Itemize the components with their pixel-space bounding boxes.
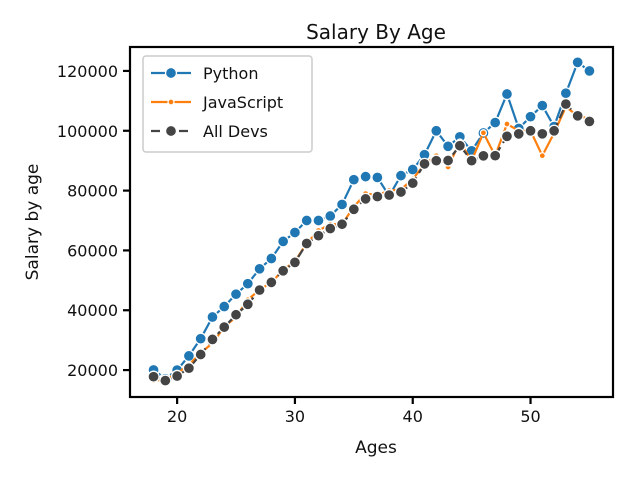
data-point-all-devs xyxy=(253,283,266,297)
x-tick-label: 50 xyxy=(520,407,540,426)
legend-label: JavaScript xyxy=(202,93,283,112)
data-point-all-devs xyxy=(418,157,431,171)
data-point-python xyxy=(276,235,290,248)
legend-marker xyxy=(167,98,175,106)
x-axis-label: Ages xyxy=(355,438,397,458)
data-point-all-devs xyxy=(571,109,584,122)
data-point-python xyxy=(335,198,349,211)
legend: Python JavaScript All Devs xyxy=(142,55,313,153)
data-point-all-devs xyxy=(182,362,196,375)
y-tick-label: 80000 xyxy=(67,182,118,201)
legend-entry: Python xyxy=(151,64,258,83)
y-tick-label: 100000 xyxy=(57,122,118,141)
chart-title: Salary By Age xyxy=(306,20,446,44)
data-point-python xyxy=(441,140,455,153)
data-point-javascript xyxy=(538,152,546,160)
data-point-all-devs xyxy=(383,188,396,202)
data-point-python xyxy=(324,209,337,223)
data-point-all-devs xyxy=(147,370,160,383)
data-point-all-devs xyxy=(347,203,360,216)
data-point-all-devs xyxy=(524,124,537,137)
data-point-python xyxy=(524,110,537,123)
data-point-python xyxy=(371,171,384,184)
data-point-all-devs xyxy=(324,222,337,235)
data-point-all-devs xyxy=(371,190,384,203)
data-point-all-devs xyxy=(465,154,478,167)
legend-box xyxy=(142,55,313,153)
legend-marker xyxy=(164,124,178,138)
data-point-python xyxy=(500,87,514,101)
y-tick-label: 120000 xyxy=(57,62,118,81)
legend-entry: All Devs xyxy=(151,122,268,141)
data-point-all-devs xyxy=(288,256,302,269)
data-point-all-devs xyxy=(536,127,549,140)
data-point-all-devs xyxy=(559,97,573,111)
data-point-all-devs xyxy=(229,308,243,321)
series-all-devs xyxy=(147,97,596,387)
y-tick-label: 20000 xyxy=(67,361,118,380)
data-point-python xyxy=(406,163,419,176)
data-point-python xyxy=(218,300,231,313)
ticks-layer: 20 30 40 50 20000 40000 60000 80000 100000 120000 xyxy=(57,62,541,426)
x-tick-label: 30 xyxy=(285,407,305,426)
data-point-all-devs xyxy=(477,149,490,162)
y-axis-label: Salary by age xyxy=(23,164,43,281)
data-point-all-devs xyxy=(312,229,325,242)
data-point-all-devs xyxy=(453,139,467,152)
data-point-python xyxy=(536,99,549,112)
x-tick-label: 40 xyxy=(403,407,423,426)
data-point-python xyxy=(559,87,573,100)
legend-entry: JavaScript xyxy=(151,93,283,112)
data-point-all-devs xyxy=(276,264,290,277)
x-tick-label: 20 xyxy=(167,407,187,426)
data-point-all-devs xyxy=(512,127,525,141)
data-point-all-devs xyxy=(300,237,313,250)
data-point-python xyxy=(253,262,266,275)
data-point-all-devs xyxy=(489,149,502,162)
data-point-python xyxy=(300,214,313,227)
data-point-python xyxy=(312,214,325,227)
data-point-python xyxy=(583,64,596,78)
data-point-python xyxy=(265,252,278,265)
data-point-python xyxy=(241,277,254,290)
plot-frame xyxy=(128,45,615,399)
legend-label: Python xyxy=(203,64,258,83)
axes-frame xyxy=(128,45,615,399)
y-tick-label: 60000 xyxy=(67,241,118,260)
data-point-all-devs xyxy=(500,130,514,143)
data-point-javascript xyxy=(503,120,511,128)
data-point-all-devs xyxy=(335,218,349,231)
data-point-all-devs xyxy=(441,154,455,167)
data-point-all-devs xyxy=(170,369,184,383)
data-point-all-devs xyxy=(359,192,372,206)
data-point-all-devs xyxy=(159,374,172,387)
data-point-all-devs xyxy=(406,176,419,190)
data-point-all-devs xyxy=(241,298,254,311)
y-tick-label: 40000 xyxy=(67,301,118,320)
data-point-all-devs xyxy=(394,185,408,199)
data-point-all-devs xyxy=(547,124,561,137)
data-point-all-devs xyxy=(265,276,278,289)
data-point-python xyxy=(194,332,207,345)
legend-label: All Devs xyxy=(203,122,268,141)
data-point-python xyxy=(489,116,502,129)
data-point-all-devs xyxy=(206,333,219,346)
data-point-all-devs xyxy=(583,115,596,128)
data-point-all-devs xyxy=(430,154,443,167)
data-point-python xyxy=(288,226,302,239)
data-point-python xyxy=(206,310,219,324)
data-point-python xyxy=(229,288,243,301)
legend-marker xyxy=(164,66,178,80)
data-point-all-devs xyxy=(194,348,207,361)
data-point-python xyxy=(571,56,584,69)
data-point-all-devs xyxy=(218,320,231,334)
data-point-javascript xyxy=(479,129,488,137)
data-point-python xyxy=(347,173,360,186)
data-point-python xyxy=(394,169,408,182)
data-point-python xyxy=(430,124,443,137)
series-layer xyxy=(147,56,596,387)
data-point-python xyxy=(359,170,372,183)
